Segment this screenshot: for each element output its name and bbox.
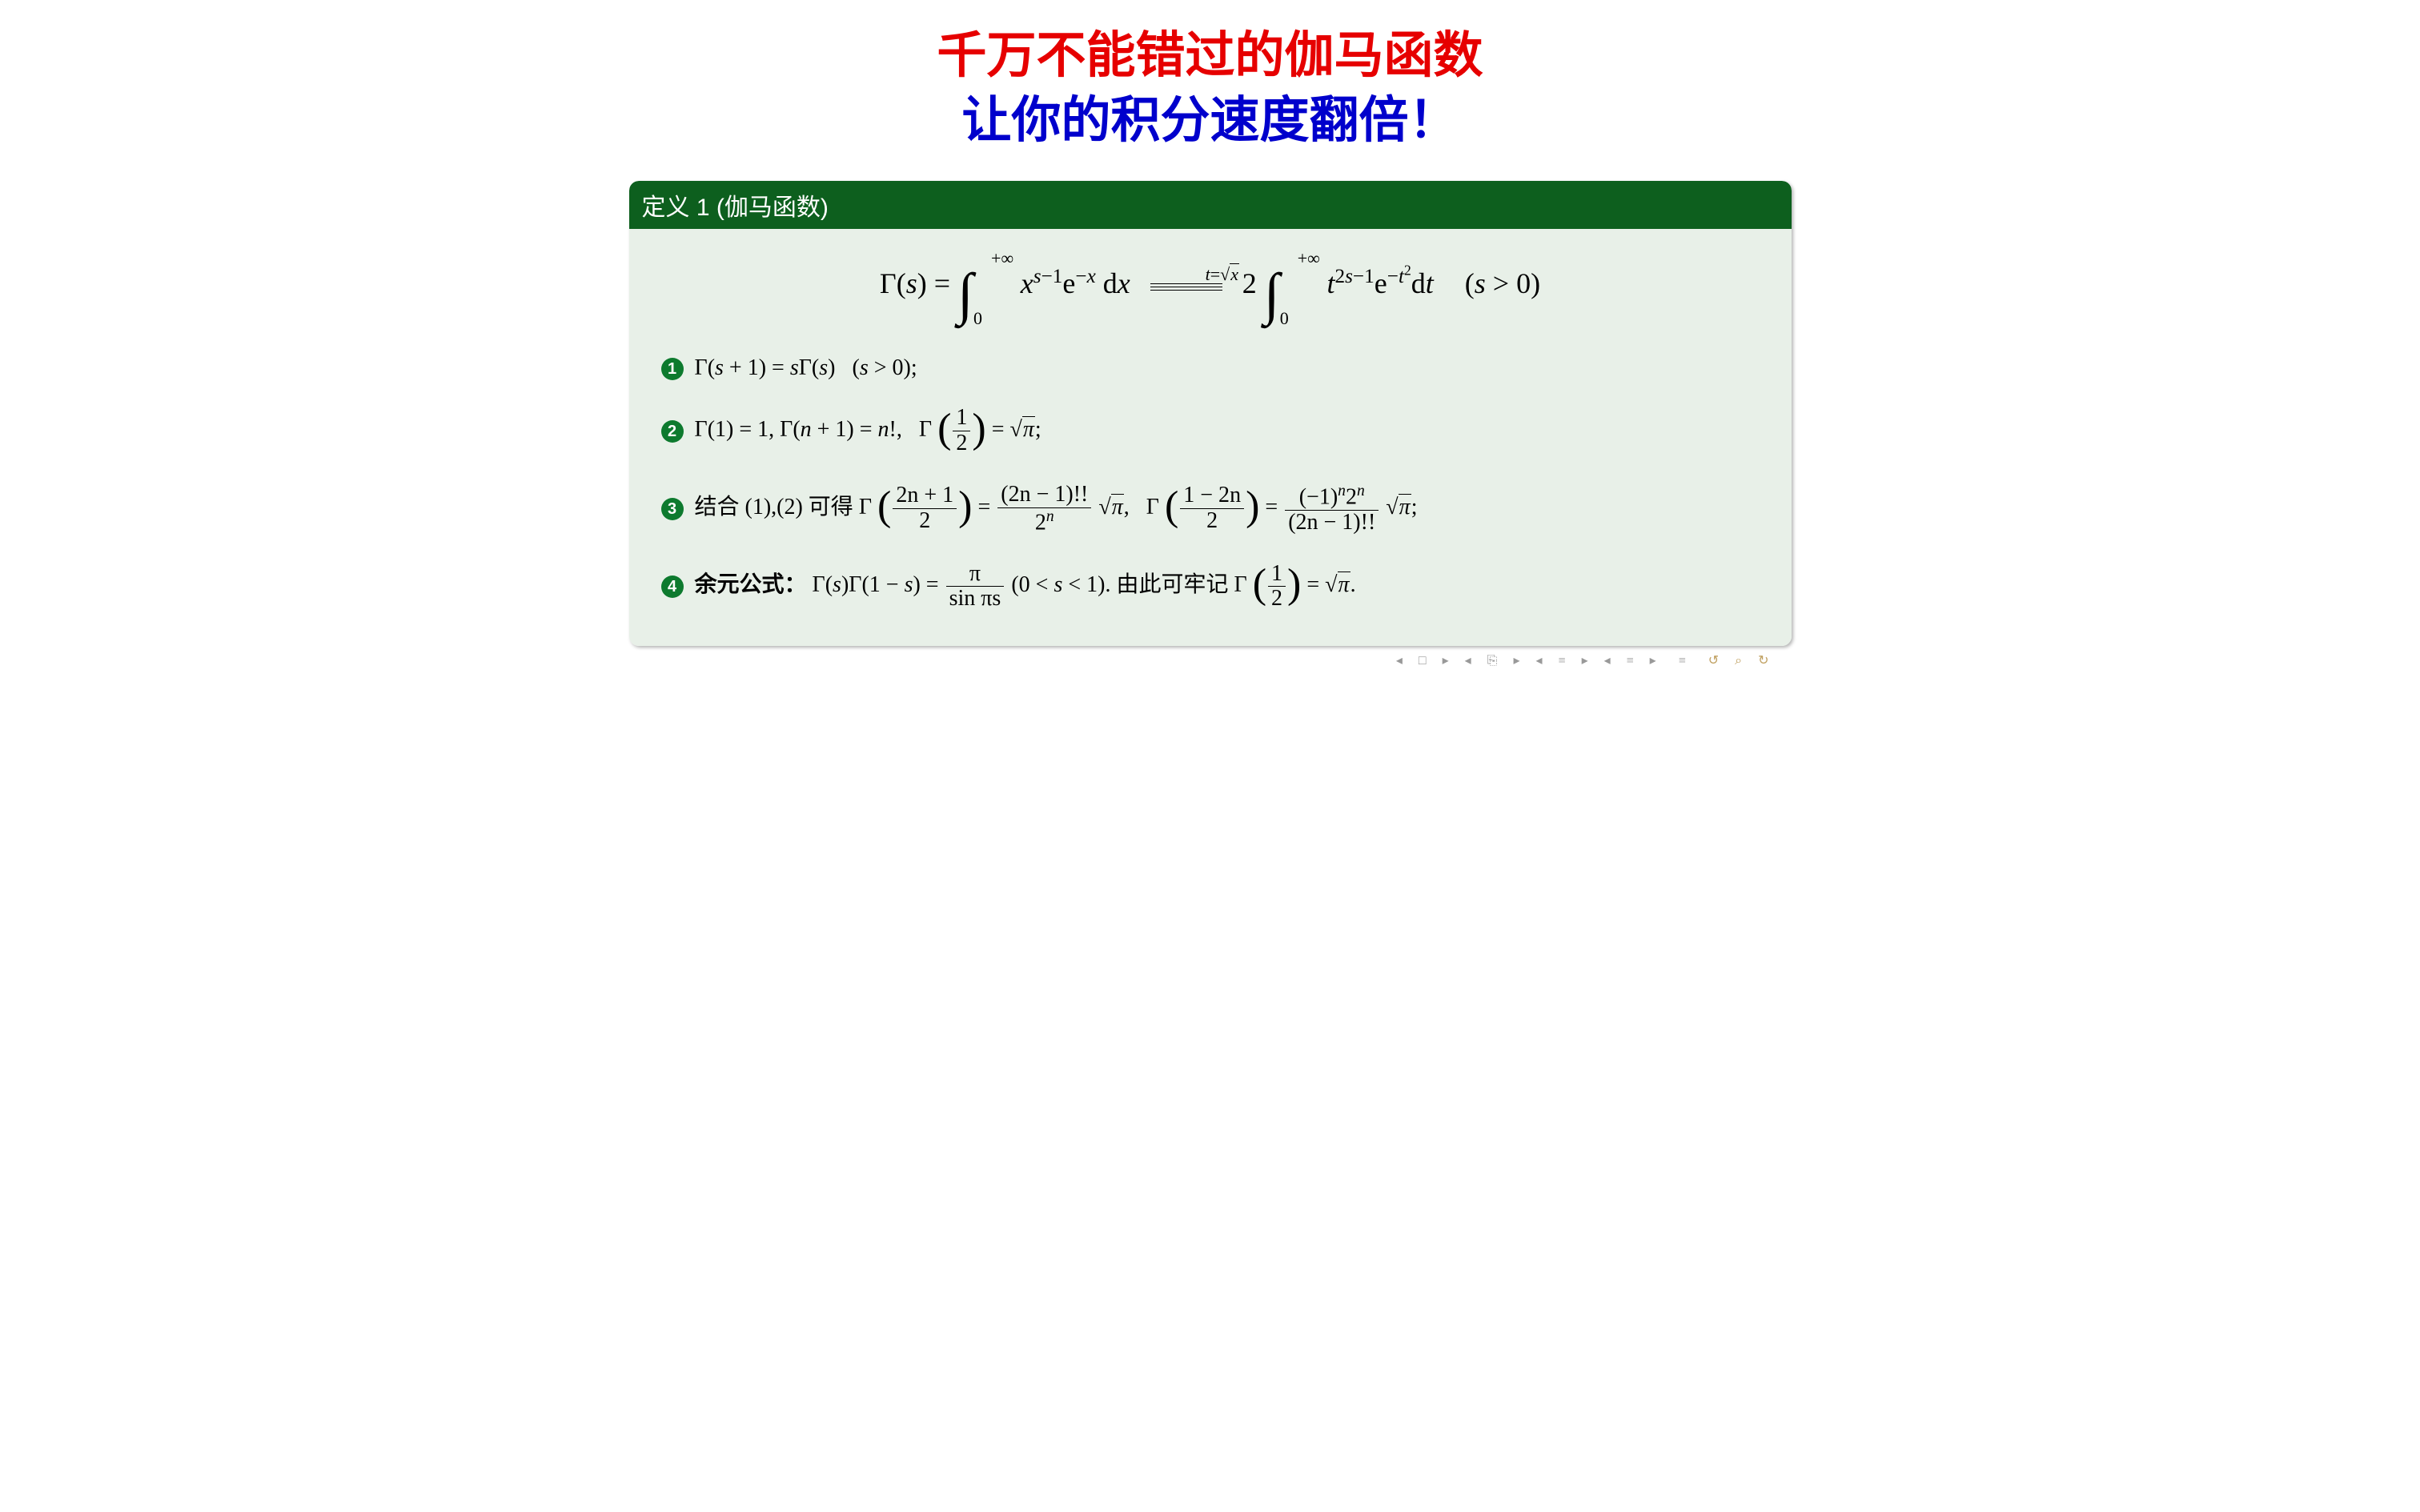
title-area: 千万不能错过的伽马函数 让你的积分速度翻倍！ <box>629 16 1792 169</box>
nav-search-icon[interactable]: ⌕ <box>1735 654 1745 668</box>
badge-4: 4 <box>661 576 684 598</box>
nav-menu1-icon[interactable]: ≡ <box>1559 654 1569 668</box>
properties-list: 1 Γ(s + 1) = sΓ(s) (s > 0); 2 Γ(1) = 1, … <box>653 351 1768 620</box>
main-formula: Γ(s) = ∫ +∞ 0 xs−1e−x dx t=√x 2 ∫ +∞ 0 <box>653 245 1768 339</box>
int1-upper: +∞ <box>991 248 1013 269</box>
property-2: 2 Γ(1) = 1, Γ(n + 1) = n!, Γ (12) = √π; <box>661 398 1768 464</box>
nav-next-sub-icon[interactable]: ▸ <box>1582 654 1591 668</box>
definition-body: Γ(s) = ∫ +∞ 0 xs−1e−x dx t=√x 2 ∫ +∞ 0 <box>629 229 1792 645</box>
nav-next-icon[interactable]: ▸ <box>1443 654 1452 668</box>
title-line-1: 千万不能错过的伽马函数 <box>629 24 1792 89</box>
nav-first-icon[interactable]: ◂ <box>1396 654 1406 668</box>
p4-label: 余元公式： <box>695 572 807 596</box>
p2-num: 1 <box>953 406 970 431</box>
definition-header: 定义 1 (伽马函数) <box>629 181 1792 229</box>
nav-prev-sub-icon[interactable]: ◂ <box>1536 654 1546 668</box>
nav-next2-icon[interactable]: ▸ <box>1650 654 1659 668</box>
title-line-2: 让你的积分速度翻倍！ <box>629 89 1792 154</box>
int2-lower: 0 <box>1280 308 1289 329</box>
int1-lower: 0 <box>973 308 982 329</box>
nav-next-sec-icon[interactable]: ▸ <box>1513 654 1523 668</box>
property-1: 1 Γ(s + 1) = sΓ(s) (s > 0); <box>661 351 1768 387</box>
nav-prev2-icon[interactable]: ◂ <box>1604 654 1614 668</box>
definition-block: 定义 1 (伽马函数) Γ(s) = ∫ +∞ 0 xs−1e−x dx t=√… <box>629 181 1792 645</box>
property-4: 4 余元公式： Γ(s)Γ(1 − s) = π sin πs (0 < s <… <box>661 553 1768 620</box>
badge-3: 3 <box>661 498 684 520</box>
nav-forward-icon[interactable]: ↻ <box>1758 654 1772 668</box>
nav-menu3-icon[interactable]: ≡ <box>1679 654 1689 668</box>
int2-upper: +∞ <box>1298 248 1320 269</box>
beamer-nav-bar: ◂ □ ▸ ◂ ⎘ ▸ ◂ ≡ ▸ ◂ ≡ ▸ ≡ ↺ ⌕ ↻ <box>629 646 1792 675</box>
nav-prev-sec-icon[interactable]: ◂ <box>1465 654 1475 668</box>
nav-menu2-icon[interactable]: ≡ <box>1627 654 1637 668</box>
badge-1: 1 <box>661 358 684 380</box>
badge-2: 2 <box>661 420 684 443</box>
p2-den: 2 <box>953 431 970 456</box>
nav-frame-icon[interactable]: □ <box>1419 654 1430 668</box>
property-3: 3 结合 (1),(2) 可得 Γ ( 2n + 1 2 ) = (2n − 1… <box>661 475 1768 542</box>
nav-doc-icon[interactable]: ⎘ <box>1487 654 1501 668</box>
nav-back-icon[interactable]: ↺ <box>1708 654 1722 668</box>
